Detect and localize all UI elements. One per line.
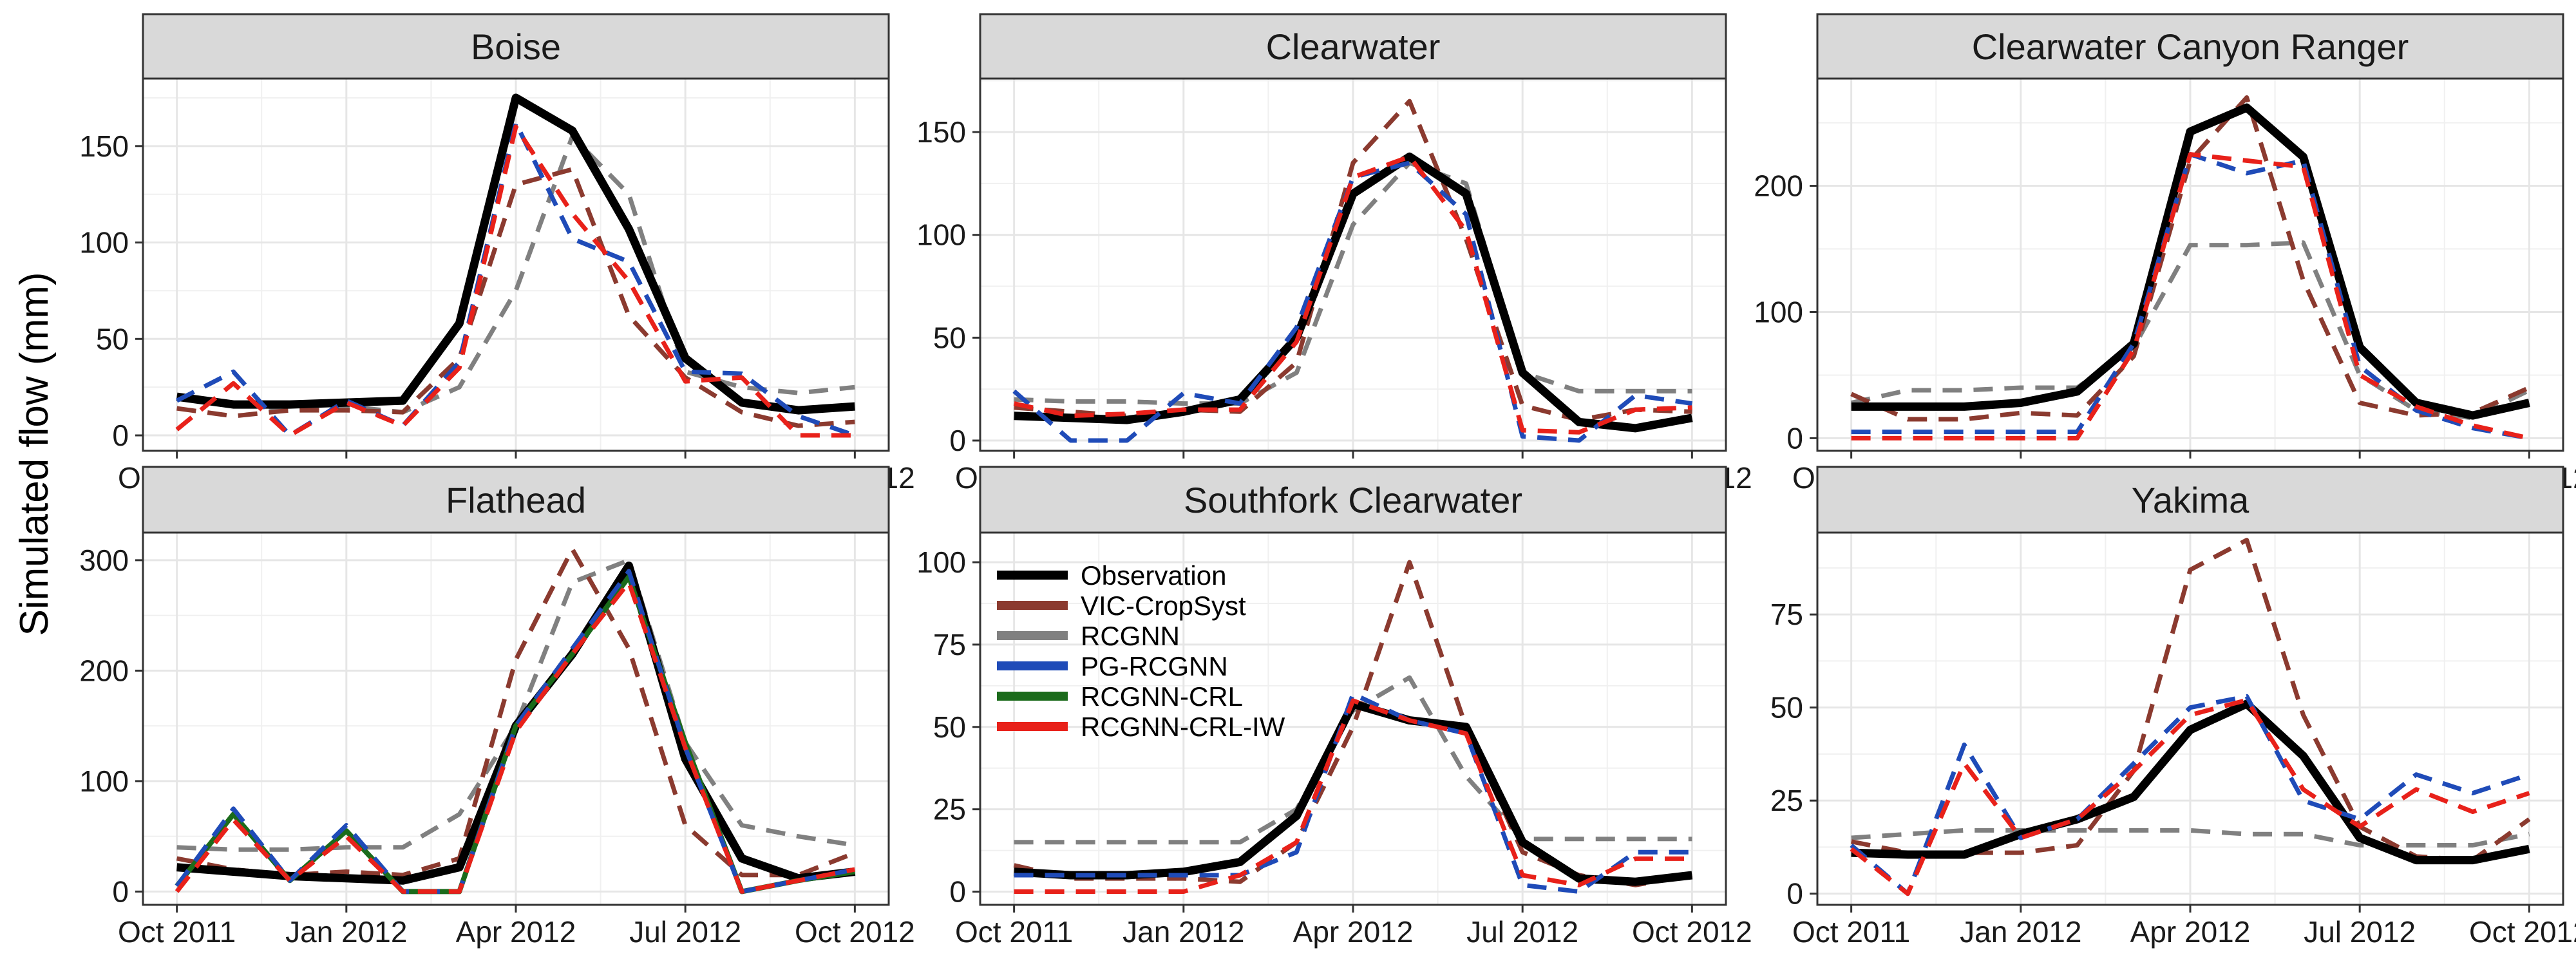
series-line-observation xyxy=(1851,103,2530,420)
y-tick-label: 0 xyxy=(112,875,129,908)
y-tick-label: 0 xyxy=(112,419,129,452)
series-line-rcgnn xyxy=(1850,240,2530,421)
legend-item-rcgnn: RCGNN xyxy=(997,621,1180,651)
legend-label: PG-RCGNN xyxy=(1081,651,1228,681)
strip-header xyxy=(1816,466,2564,534)
y-tick-label: 200 xyxy=(1754,169,1803,203)
y-tick-label: 0 xyxy=(949,424,966,457)
legend-item-rcgnn-crl: RCGNN-CRL xyxy=(997,681,1243,712)
y-tick-label: 25 xyxy=(1770,784,1803,817)
strip-header xyxy=(142,13,890,80)
series-line-rcgnn xyxy=(176,558,855,852)
x-tick-label: Oct 2011 xyxy=(955,915,1073,949)
y-tick-label: 50 xyxy=(933,710,966,744)
legend-label: Observation xyxy=(1081,560,1226,591)
x-tick-label: Jan 2012 xyxy=(1122,915,1244,949)
y-tick-label: 100 xyxy=(916,545,966,579)
x-tick-label: Oct 2012 xyxy=(795,915,915,949)
y-axis-title: Simulated flow (mm) xyxy=(12,272,57,636)
y-tick-label: 200 xyxy=(79,654,129,687)
x-tick-label: Jul 2012 xyxy=(629,915,741,949)
series-line-pg-rcgnn xyxy=(176,120,856,438)
y-tick-label: 25 xyxy=(933,793,966,826)
y-tick-label: 50 xyxy=(96,322,129,355)
legend-label: VIC-CropSyst xyxy=(1081,591,1246,621)
y-tick-label: 100 xyxy=(916,218,966,252)
series-line-rcgnn-crl-iw xyxy=(1850,697,2530,896)
series-line-rcgnn-crl-iw xyxy=(175,124,855,438)
series-line-rcgnn xyxy=(1014,160,1692,406)
panel-flathead: Flathead 0 100 200 300 Oct 2011 Jan 2012 Apr 20… xyxy=(79,466,915,949)
legend-item-vic-cropsyst: VIC-CropSyst xyxy=(997,591,1246,621)
legend-item-rcgnn-crl-iw: RCGNN-CRL-IW xyxy=(997,712,1285,742)
series-line-rcgnn-crl-iw xyxy=(1851,152,2530,440)
x-tick-label: Apr 2012 xyxy=(456,915,576,949)
series-line-pg-rcgnn xyxy=(1012,160,1692,443)
strip-header xyxy=(979,13,1727,80)
series-line-observation xyxy=(1851,699,2530,865)
series-line-vic-cropsyst xyxy=(176,167,855,428)
y-tick-label: 0 xyxy=(949,875,966,909)
series-line-rcgnn xyxy=(1851,828,2530,848)
y-tick-label: 150 xyxy=(916,115,966,149)
series-line-rcgnn-crl-iw xyxy=(1014,698,1692,894)
series-line-observation xyxy=(176,93,855,415)
panel-yakima: Yakima 0 25 50 75 Oct 2011 Jan 2012 Apr 2012 Jul… xyxy=(1770,466,2576,949)
x-tick-label: Oct 2012 xyxy=(1632,915,1752,949)
y-tick-label: 150 xyxy=(79,129,129,163)
x-tick-label: Jan 2012 xyxy=(285,915,407,949)
panel-title: Southfork Clearwater xyxy=(1184,480,1522,520)
legend-label: RCGNN-CRL xyxy=(1081,681,1243,712)
x-tick-label: Jul 2012 xyxy=(1466,915,1578,949)
panel-title: Boise xyxy=(471,26,561,67)
series-line-observation xyxy=(1014,152,1693,433)
y-tick-label: 100 xyxy=(79,764,129,798)
x-tick-label: Oct 2011 xyxy=(118,915,236,949)
series-line-pg-rcgnn xyxy=(1850,694,2530,896)
y-tick-label: 50 xyxy=(933,321,966,354)
y-tick-label: 0 xyxy=(1786,877,1803,911)
x-tick-label: Jul 2012 xyxy=(2304,915,2416,949)
x-tick-label: Oct 2011 xyxy=(1792,915,1910,949)
legend-label: RCGNN xyxy=(1081,621,1180,651)
strip-header xyxy=(1816,13,2564,80)
panel-southfork-clearwater: Southfork Clearwater 0 25 50 75 100 Oct 2011 Ja… xyxy=(916,466,1752,949)
legend-label: RCGNN-CRL-IW xyxy=(1081,712,1285,742)
y-tick-label: 300 xyxy=(79,544,129,577)
panels-layer: Boise 0 50 100 150 Oct 2011 Jan 2012 Apr 2012 Ju… xyxy=(79,13,2576,949)
x-tick-label: Apr 2012 xyxy=(1293,915,1414,949)
y-tick-label: 50 xyxy=(1770,691,1803,724)
panel-title: Clearwater Canyon Ranger xyxy=(1972,26,2409,67)
series-line-rcgnn-crl-iw xyxy=(1013,154,1692,435)
y-tick-label: 100 xyxy=(1754,295,1803,328)
legend-item-observation: Observation xyxy=(997,560,1226,591)
panel-title: Flathead xyxy=(446,480,586,520)
y-tick-label: 0 xyxy=(1786,421,1803,455)
series-line-vic-cropsyst xyxy=(176,547,856,878)
legend-item-pg-rcgnn: PG-RCGNN xyxy=(997,651,1228,681)
y-tick-label: 100 xyxy=(79,226,129,260)
y-tick-label: 75 xyxy=(1770,598,1803,631)
x-tick-label: Jan 2012 xyxy=(1960,915,2081,949)
panel-title: Clearwater xyxy=(1266,26,1441,67)
x-tick-label: Apr 2012 xyxy=(2130,915,2251,949)
y-tick-label: 75 xyxy=(933,628,966,661)
panel-title: Yakima xyxy=(2132,480,2249,520)
strip-header xyxy=(142,466,890,534)
x-tick-label: Oct 2012 xyxy=(2469,915,2576,949)
legend: ObservationVIC-CropSystRCGNNPG-RCGNNRCGN… xyxy=(997,560,1285,742)
strip-header xyxy=(979,466,1727,534)
series-line-rcgnn-crl-iw xyxy=(175,580,856,894)
